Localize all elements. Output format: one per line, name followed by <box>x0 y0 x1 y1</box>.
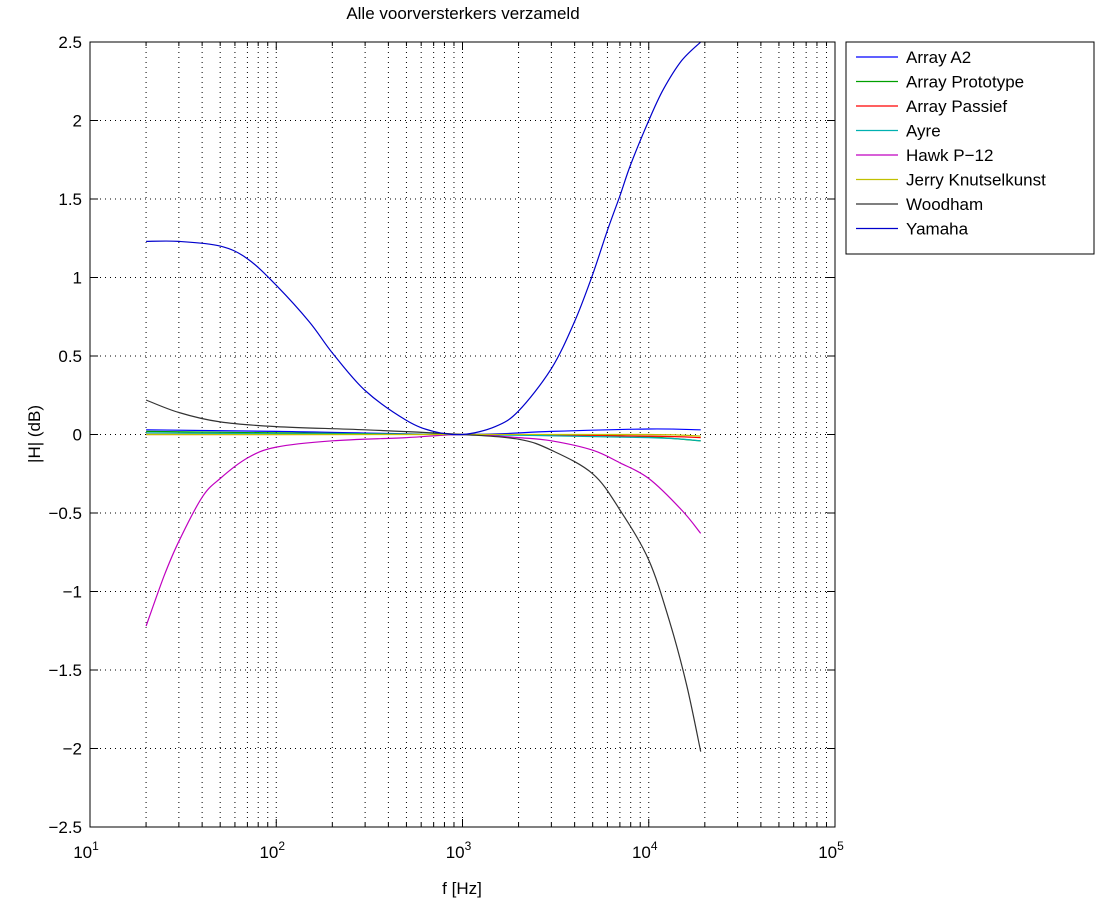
y-tick-label: −2 <box>63 740 82 759</box>
series-line-6 <box>145 399 702 752</box>
y-tick-label: −0.5 <box>48 504 82 523</box>
tick-marks <box>90 41 835 828</box>
y-axis-label: |H| (dB) <box>25 405 44 463</box>
legend: Array A2 Array Prototype Array Passief Ayre… <box>845 41 1095 255</box>
legend-items: Array A2 Array Prototype Array Passief Ayre… <box>856 48 1046 239</box>
x-tick-labels: 101 102 103 104 105 <box>73 839 844 862</box>
series-line-7 <box>146 41 702 436</box>
y-tick-label: −1 <box>63 583 82 602</box>
series-layer <box>145 41 702 752</box>
legend-label: Ayre <box>906 122 941 141</box>
grid-lines <box>90 42 835 827</box>
y-tick-label: −1.5 <box>48 661 82 680</box>
x-tick-label: 101 <box>73 839 99 862</box>
legend-label: Array Passief <box>906 97 1007 116</box>
y-tick-label: 2.5 <box>58 33 82 52</box>
y-tick-label: 1 <box>73 269 82 288</box>
legend-label: Yamaha <box>906 220 969 239</box>
y-tick-label: 2 <box>73 112 82 131</box>
legend-label: Woodham <box>906 195 983 214</box>
legend-box <box>845 41 1095 255</box>
x-tick-label: 102 <box>259 839 285 862</box>
legend-label: Hawk P−12 <box>906 146 993 165</box>
y-tick-label: −2.5 <box>48 818 82 837</box>
legend-label: Array Prototype <box>906 73 1024 92</box>
y-tick-label: 0 <box>73 426 82 445</box>
x-axis-label: f [Hz] <box>442 879 482 898</box>
y-tick-label: 1.5 <box>58 190 82 209</box>
x-tick-label: 104 <box>632 839 658 862</box>
legend-label: Array A2 <box>906 48 971 67</box>
x-tick-label: 105 <box>818 839 844 862</box>
series-line-4 <box>145 433 702 627</box>
x-tick-label: 103 <box>446 839 472 862</box>
chart-title: Alle voorversterkers verzameld <box>346 4 579 23</box>
legend-label: Jerry Knutselkunst <box>906 171 1046 190</box>
y-tick-labels: 2.5 2 1.5 1 0.5 0 −0.5 −1 −1.5 −2 −2.5 <box>48 33 82 837</box>
y-tick-label: 0.5 <box>58 347 82 366</box>
